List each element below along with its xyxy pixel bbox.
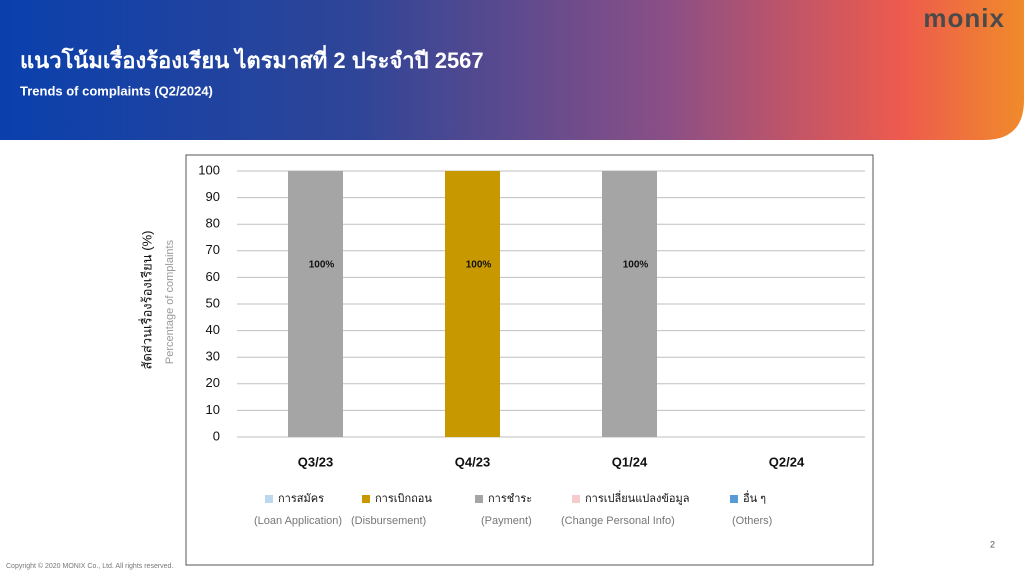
y-axis-title: สัดส่วนเรื่องร้องเรียน (%): [138, 231, 154, 370]
copyright: Copyright © 2020 MONIX Co., Ltd. All rig…: [6, 562, 173, 570]
legend-sublabel: (Payment): [481, 515, 532, 527]
header-band: [0, 0, 1024, 140]
bar-segment: [602, 171, 657, 437]
y-tick-label: 0: [213, 428, 220, 443]
y-tick-label: 30: [206, 349, 220, 364]
legend-sublabel: (Others): [732, 515, 772, 527]
x-tick-label: Q3/23: [298, 454, 333, 469]
y-tick-label: 40: [206, 322, 220, 337]
data-label: 100%: [623, 260, 649, 271]
x-tick-label: Q4/23: [455, 454, 490, 469]
y-tick-label: 60: [206, 269, 220, 284]
subtitle: Trends of complaints (Q2/2024): [20, 83, 213, 98]
legend-label: อื่น ๆ: [743, 490, 766, 505]
y-tick-label: 100: [198, 162, 220, 177]
legend-sublabel: (Disbursement): [351, 515, 426, 527]
logo: monix: [923, 3, 1005, 33]
y-axis-subtitle: Percentage of complaints: [164, 239, 176, 364]
y-tick-label: 50: [206, 295, 220, 310]
y-tick-label: 20: [206, 375, 220, 390]
y-tick-label: 80: [206, 216, 220, 231]
legend-label: การสมัคร: [278, 493, 324, 505]
legend-sublabel: (Change Personal Info): [561, 515, 675, 527]
bar-segment: [288, 171, 343, 437]
bar-segment: [445, 171, 500, 437]
legend-label: การเบิกถอน: [375, 493, 432, 505]
y-tick-label: 10: [206, 402, 220, 417]
data-label: 100%: [309, 260, 335, 271]
page-number: 2: [990, 539, 995, 549]
legend-swatch: [362, 495, 370, 503]
legend-swatch: [265, 495, 273, 503]
legend-sublabel: (Loan Application): [254, 515, 342, 527]
legend-swatch: [730, 495, 738, 503]
legend-swatch: [572, 495, 580, 503]
y-tick-label: 90: [206, 189, 220, 204]
y-tick-label: 70: [206, 242, 220, 257]
legend-swatch: [475, 495, 483, 503]
data-label: 100%: [466, 260, 492, 271]
x-tick-label: Q2/24: [769, 454, 805, 469]
legend-label: การเปลี่ยนแปลงข้อมูล: [585, 490, 690, 505]
x-tick-label: Q1/24: [612, 454, 648, 469]
title: แนวโน้มเรื่องร้องเรียน ไตรมาสที่ 2 ประจำ…: [20, 44, 484, 73]
chart-frame: [185, 154, 874, 566]
legend-label: การชำระ: [488, 493, 532, 505]
